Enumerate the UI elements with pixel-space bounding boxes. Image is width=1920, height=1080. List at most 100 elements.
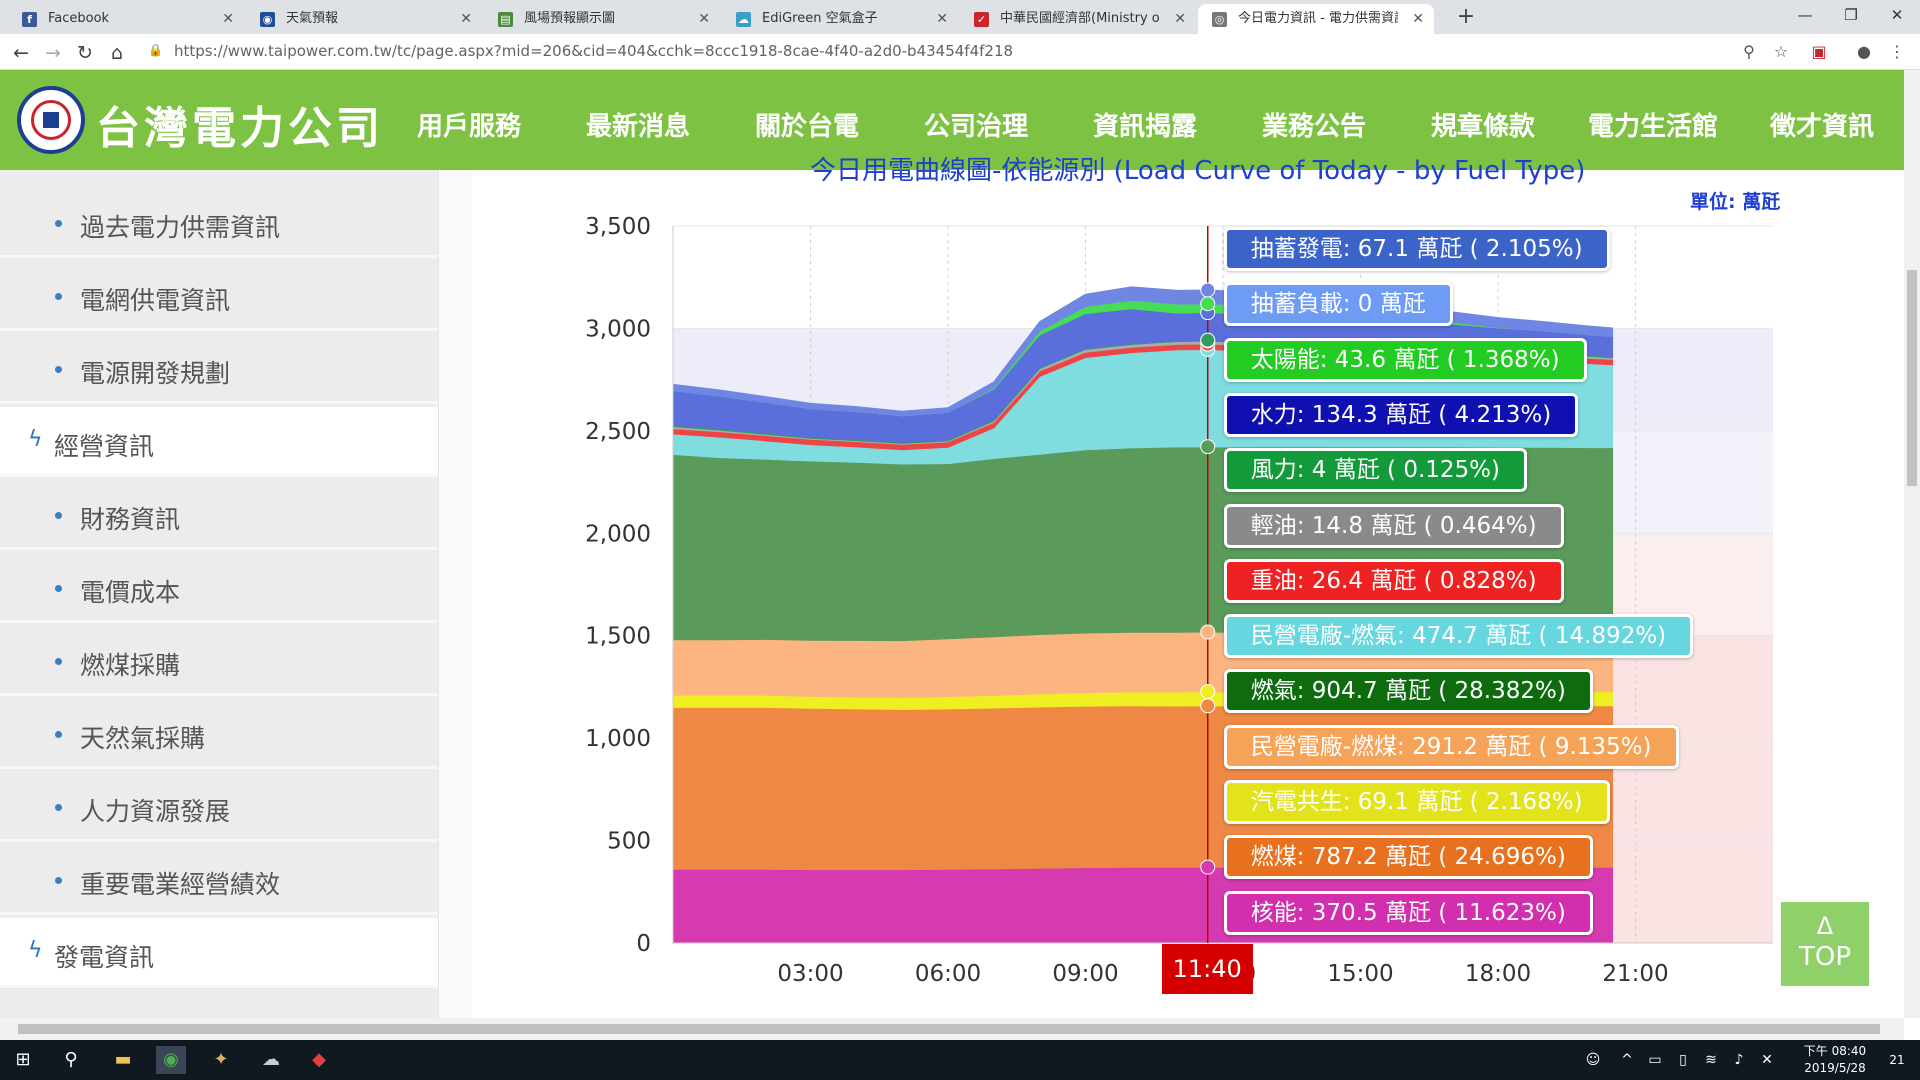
sidebar-item-label: 人力資源發展 bbox=[80, 797, 231, 826]
sidebar-section[interactable]: ϟ 發電資訊 bbox=[0, 918, 438, 988]
notification-icon[interactable]: 21 bbox=[1882, 1046, 1912, 1074]
lightning-icon: ϟ bbox=[28, 427, 43, 452]
back-icon[interactable]: ← bbox=[13, 42, 29, 64]
home-icon[interactable]: ⌂ bbox=[110, 42, 124, 64]
chart-panel bbox=[472, 170, 1904, 1018]
bullet-icon bbox=[55, 877, 62, 884]
sidebar-item-label: 天然氣採購 bbox=[80, 724, 206, 753]
sidebar-item[interactable]: 財務資訊 bbox=[0, 480, 438, 550]
sidebar-item[interactable]: 電價成本 bbox=[0, 553, 438, 623]
tab-title: 中華民國經濟部(Ministry of Eco bbox=[1000, 11, 1160, 26]
close-tab-icon[interactable]: ✕ bbox=[460, 11, 472, 27]
battery-icon[interactable]: ▯ bbox=[1679, 1052, 1687, 1068]
tooltip-row: 汽電共生: 69.1 萬瓩 ( 2.168%) bbox=[1223, 780, 1610, 824]
tooltip-row: 民營電廠-燃煤: 291.2 萬瓩 ( 9.135%) bbox=[1223, 724, 1679, 769]
nav-item[interactable]: 最新消息 bbox=[586, 112, 691, 142]
site-logo-text[interactable]: 台灣電力公司 bbox=[96, 103, 384, 154]
file-explorer-icon[interactable]: ▬ bbox=[114, 1049, 132, 1070]
tab-title: 風場預報顯示圖 bbox=[524, 11, 616, 26]
sidebar-item-label: 電源開發規劃 bbox=[80, 359, 231, 388]
sidebar-divider bbox=[438, 170, 472, 1018]
ime-icon[interactable]: ✕ bbox=[1761, 1052, 1773, 1068]
sidebar-item[interactable]: 重要電業經營績效 bbox=[0, 845, 438, 915]
search-icon[interactable]: ⚲ bbox=[64, 1049, 78, 1070]
sidebar-item[interactable]: 過去電力供需資訊 bbox=[0, 188, 438, 258]
address-bar[interactable]: 🔒 https://www.taipower.com.tw/tc/page.as… bbox=[140, 39, 1740, 65]
bookmark-star-icon[interactable]: ☆ bbox=[1773, 42, 1789, 61]
tooltip-row: 太陽能: 43.6 萬瓩 ( 1.368%) bbox=[1223, 337, 1587, 382]
browser-tab[interactable]: ◉ 天氣預報 ✕ bbox=[246, 4, 482, 34]
sidebar-item[interactable]: 電源開發規劃 bbox=[0, 334, 438, 404]
sidebar-item[interactable]: 燃煤採購 bbox=[0, 626, 438, 696]
close-window-icon[interactable]: ✕ bbox=[1890, 6, 1904, 24]
browser-toolbar: ← → ↻ ⌂ 🔒 https://www.taipower.com.tw/tc… bbox=[0, 34, 1920, 70]
tray-chevron-icon[interactable]: ^ bbox=[1621, 1052, 1633, 1068]
bullet-icon bbox=[55, 804, 62, 811]
tab-title: 今日電力資訊 - 電力供需資訊 - 電 bbox=[1238, 11, 1398, 26]
close-tab-icon[interactable]: ✕ bbox=[698, 11, 710, 27]
reload-icon[interactable]: ↻ bbox=[77, 42, 93, 64]
browser-tab[interactable]: f Facebook ✕ bbox=[8, 4, 244, 34]
account-icon[interactable]: ● bbox=[1857, 42, 1871, 61]
notification-count: 21 bbox=[1889, 1053, 1905, 1067]
zoom-icon[interactable]: ⚲ bbox=[1743, 42, 1755, 61]
unit-label: 單位: 萬瓩 bbox=[1690, 191, 1781, 213]
minimize-icon[interactable]: — bbox=[1797, 6, 1813, 24]
tooltip-row: 核能: 370.5 萬瓩 ( 11.623%) bbox=[1223, 890, 1593, 935]
url-text: https://www.taipower.com.tw/tc/page.aspx… bbox=[174, 42, 1014, 60]
chrome-icon[interactable]: ◉ bbox=[156, 1046, 186, 1074]
nav-item[interactable]: 規章條款 bbox=[1431, 112, 1536, 142]
app-icon[interactable]: ✦ bbox=[213, 1049, 229, 1070]
facebook-icon: f bbox=[22, 12, 37, 27]
vertical-scrollbar[interactable] bbox=[1904, 70, 1920, 1018]
browser-tab[interactable]: ✓ 中華民國經濟部(Ministry of Eco ✕ bbox=[960, 4, 1196, 34]
tooltip-row: 水力: 134.3 萬瓩 ( 4.213%) bbox=[1223, 392, 1579, 437]
sidebar-item[interactable]: 人力資源發展 bbox=[0, 772, 438, 842]
new-tab-button[interactable]: + bbox=[1456, 4, 1476, 29]
sidebar-section[interactable]: ϟ 經營資訊 bbox=[0, 407, 438, 477]
windows-taskbar: ⊞ ⚲ ▬ ◉ ✦ ☁ ◆ ☺ ^ ▭ ▯ ≋ ♪ ✕ 下午 08:40 201… bbox=[0, 1040, 1920, 1080]
browser-tab[interactable]: ◎ 今日電力資訊 - 電力供需資訊 - 電 ✕ bbox=[1198, 4, 1434, 34]
windows-start-icon[interactable]: ⊞ bbox=[15, 1049, 31, 1070]
taipower-logo-icon[interactable] bbox=[17, 86, 85, 154]
extension-icon[interactable]: ▣ bbox=[1811, 42, 1827, 61]
chart-title: 今日用電曲線圖-依能源別 (Load Curve of Today - by F… bbox=[810, 156, 1586, 186]
forward-icon[interactable]: → bbox=[45, 42, 61, 64]
close-tab-icon[interactable]: ✕ bbox=[936, 11, 948, 27]
browser-tab[interactable]: ☁ EdiGreen 空氣盒子 ✕ bbox=[722, 4, 958, 34]
close-tab-icon[interactable]: ✕ bbox=[222, 11, 234, 27]
back-to-top-button[interactable]: Δ TOP bbox=[1781, 902, 1869, 986]
nav-item[interactable]: 資訊揭露 bbox=[1093, 112, 1198, 142]
sidebar-item[interactable]: 電網供電資訊 bbox=[0, 261, 438, 331]
nav-item[interactable]: 徵才資訊 bbox=[1770, 112, 1875, 142]
nav-item[interactable]: 電力生活館 bbox=[1588, 112, 1719, 142]
nav-item[interactable]: 業務公告 bbox=[1262, 112, 1367, 142]
top-label: TOP bbox=[1798, 942, 1852, 972]
sidebar-item-label: 過去電力供需資訊 bbox=[80, 213, 281, 242]
tooltip-row: 輕油: 14.8 萬瓩 ( 0.464%) bbox=[1223, 503, 1564, 548]
network-icon[interactable]: ▭ bbox=[1648, 1052, 1662, 1068]
nav-item[interactable]: 用戶服務 bbox=[417, 112, 522, 142]
map-icon: ▤ bbox=[498, 12, 513, 27]
cloud-app-icon[interactable]: ☁ bbox=[262, 1049, 280, 1070]
volume-icon[interactable]: ♪ bbox=[1734, 1052, 1744, 1068]
nav-item[interactable]: 公司治理 bbox=[924, 112, 1029, 142]
cloud-icon: ☁ bbox=[736, 12, 751, 27]
eye-icon: ◉ bbox=[260, 12, 275, 27]
system-clock[interactable]: 下午 08:40 2019/5/28 bbox=[1790, 1043, 1880, 1077]
pdf-app-icon[interactable]: ◆ bbox=[312, 1049, 326, 1070]
tooltip-row: 燃氣: 904.7 萬瓩 ( 28.382%) bbox=[1223, 669, 1593, 714]
close-tab-icon[interactable]: ✕ bbox=[1412, 11, 1424, 27]
tooltip-row: 抽蓄發電: 67.1 萬瓩 ( 2.105%) bbox=[1223, 227, 1610, 271]
restore-icon[interactable]: ❐ bbox=[1844, 6, 1858, 24]
bullet-icon bbox=[55, 585, 62, 592]
horizontal-scrollbar[interactable] bbox=[0, 1018, 1904, 1040]
menu-icon[interactable]: ⋮ bbox=[1889, 42, 1905, 61]
people-icon[interactable]: ☺ bbox=[1585, 1052, 1601, 1068]
browser-tab[interactable]: ▤ 風場預報顯示圖 ✕ bbox=[484, 4, 720, 34]
sidebar-item[interactable]: 天然氣採購 bbox=[0, 699, 438, 769]
wifi-icon[interactable]: ≋ bbox=[1705, 1052, 1717, 1068]
close-tab-icon[interactable]: ✕ bbox=[1174, 11, 1186, 27]
flag-icon: ✓ bbox=[974, 12, 989, 27]
nav-item[interactable]: 關於台電 bbox=[755, 112, 860, 142]
